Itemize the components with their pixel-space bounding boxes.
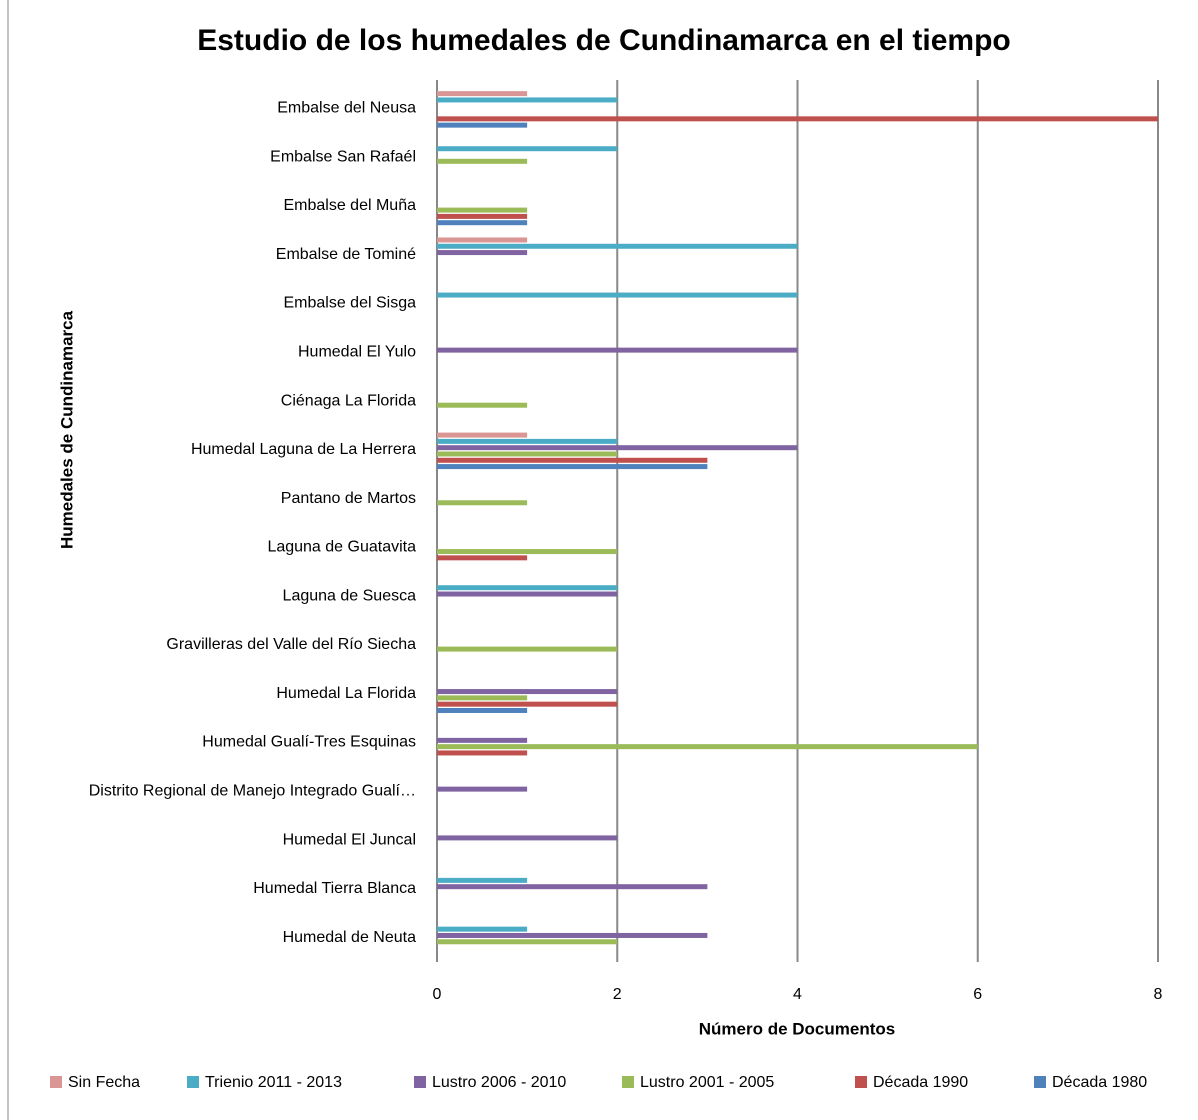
bar — [437, 451, 618, 457]
legend-swatch — [50, 1076, 62, 1088]
bar — [437, 591, 618, 597]
y-tick-label: Distrito Regional de Manejo Integrado Gu… — [89, 782, 416, 799]
x-tick-label: 6 — [973, 986, 982, 1003]
bar — [437, 786, 528, 792]
y-tick-label: Pantano de Martos — [281, 490, 416, 507]
legend-swatch — [187, 1076, 199, 1088]
legend-label: Lustro 2001 - 2005 — [640, 1074, 774, 1091]
bar — [437, 402, 528, 408]
y-tick-label: Humedal de Neuta — [283, 929, 417, 946]
bar — [437, 549, 618, 555]
y-tick-label: Gravilleras del Valle del Río Siecha — [166, 636, 416, 653]
bar — [437, 939, 618, 945]
bar — [437, 707, 528, 713]
bar — [437, 464, 708, 470]
legend-label: Sin Fecha — [68, 1074, 140, 1091]
y-tick-label: Humedal Gualí-Tres Esquinas — [202, 734, 416, 751]
bar — [437, 744, 978, 750]
bar — [437, 237, 528, 243]
chart-title: Estudio de los humedales de Cundinamarca… — [197, 24, 1011, 57]
y-tick-label: Embalse de Tominé — [276, 246, 416, 263]
y-tick-label: Embalse San Rafaél — [270, 148, 416, 165]
bar — [437, 750, 528, 756]
y-tick-label: Laguna de Guatavita — [267, 539, 416, 556]
legend-swatch — [855, 1076, 867, 1088]
bar — [437, 585, 618, 591]
bar — [437, 250, 528, 256]
bar — [437, 445, 798, 451]
legend-swatch — [414, 1076, 426, 1088]
y-tick-label: Ciénaga La Florida — [281, 392, 416, 409]
bar — [437, 500, 528, 506]
legend-swatch — [622, 1076, 634, 1088]
bar — [437, 146, 618, 152]
bar — [437, 695, 528, 701]
bar — [437, 932, 708, 938]
legend-label: Década 1980 — [1052, 1074, 1147, 1091]
bar — [437, 438, 618, 444]
y-tick-label: Embalse del Muña — [283, 197, 416, 214]
y-tick-label: Humedal Laguna de La Herrera — [191, 441, 416, 458]
bar — [437, 884, 708, 890]
bar — [437, 213, 528, 219]
y-tick-label: Humedal La Florida — [276, 685, 416, 702]
y-tick-label: Humedal El Juncal — [283, 831, 416, 848]
bar — [437, 457, 708, 463]
y-tick-label: Embalse del Neusa — [277, 100, 416, 117]
bar — [437, 116, 1158, 122]
bar — [437, 555, 528, 561]
x-tick-label: 8 — [1154, 986, 1163, 1003]
bar — [437, 158, 528, 164]
bar — [437, 646, 618, 652]
bar — [437, 220, 528, 226]
bar — [437, 207, 528, 213]
x-tick-label: 0 — [433, 986, 442, 1003]
legend-label: Lustro 2006 - 2010 — [432, 1074, 566, 1091]
y-axis-label: Humedales de Cundinamarca — [57, 310, 76, 549]
bar — [437, 737, 528, 743]
y-tick-label: Laguna de Suesca — [283, 587, 417, 604]
y-tick-label: Humedal Tierra Blanca — [253, 880, 416, 897]
bar — [437, 91, 528, 97]
bar — [437, 243, 798, 249]
y-tick-label: Embalse del Sisga — [283, 295, 416, 312]
bar — [437, 292, 798, 298]
legend-swatch — [1034, 1076, 1046, 1088]
bar — [437, 835, 618, 841]
bar — [437, 689, 618, 695]
bar — [437, 347, 798, 353]
y-tick-label: Humedal El Yulo — [298, 343, 416, 360]
bar — [437, 432, 528, 438]
bar — [437, 926, 528, 932]
x-axis-label: Número de Documentos — [699, 1019, 895, 1038]
bar — [437, 701, 618, 707]
bar — [437, 122, 528, 128]
bar — [437, 97, 618, 103]
legend-label: Trienio 2011 - 2013 — [205, 1074, 342, 1091]
x-tick-label: 4 — [793, 986, 802, 1003]
bar — [437, 877, 528, 883]
legend-label: Década 1990 — [873, 1074, 968, 1091]
x-tick-label: 2 — [613, 986, 622, 1003]
